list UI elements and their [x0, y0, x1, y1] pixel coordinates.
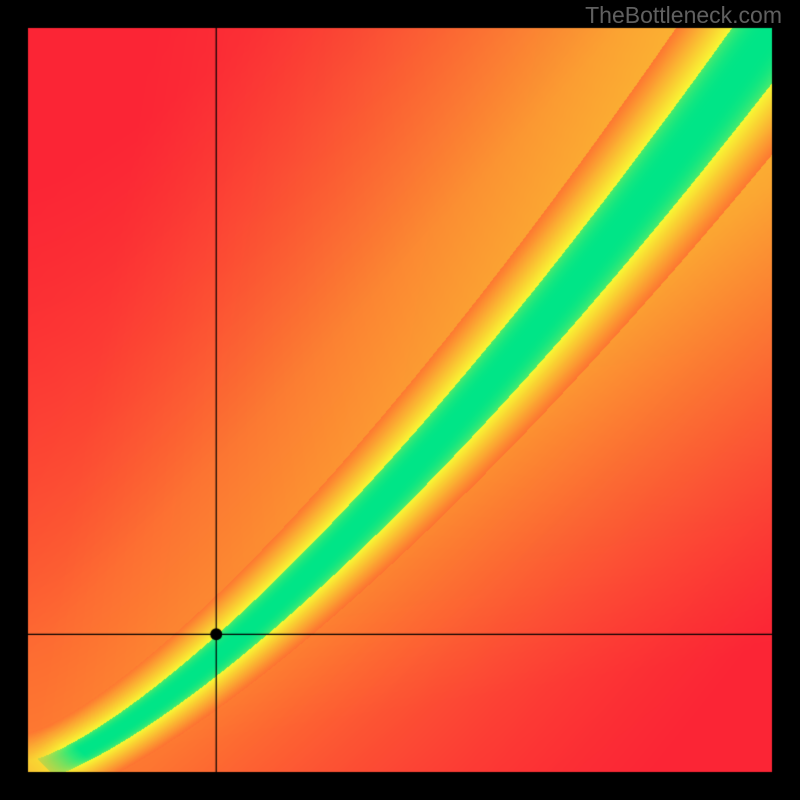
- watermark-text: TheBottleneck.com: [585, 2, 782, 29]
- bottleneck-heatmap: [0, 0, 800, 800]
- chart-container: TheBottleneck.com: [0, 0, 800, 800]
